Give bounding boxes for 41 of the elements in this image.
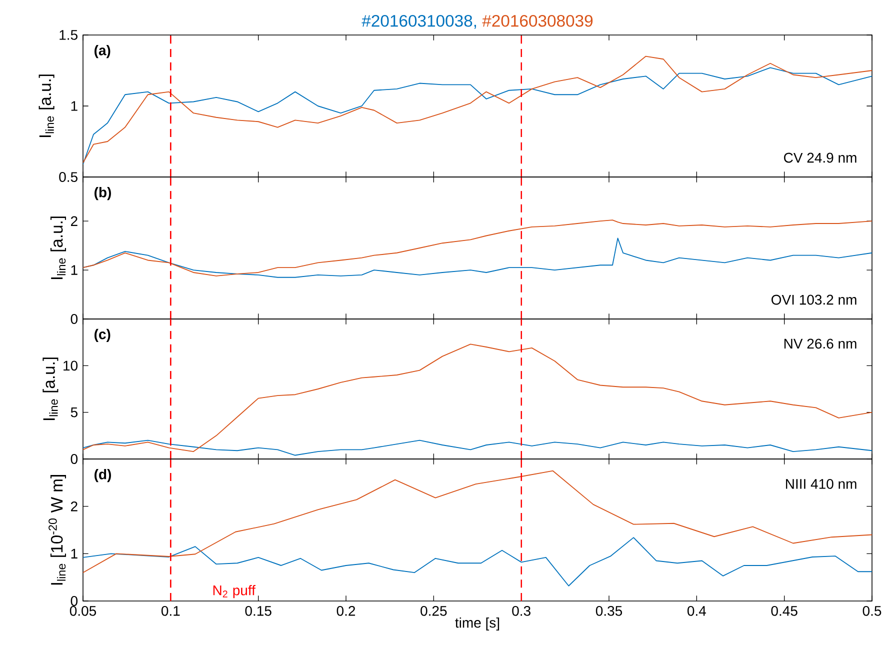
x-tick-label: 0.4	[687, 606, 706, 616]
x-tick-label: 0.25	[420, 606, 447, 616]
annotation: (c)	[94, 328, 110, 342]
annotation: OVI 103.2 nm	[772, 294, 856, 305]
x-tick-label: 0.45	[771, 606, 798, 616]
y-axis-title: I$_{line}$ [a.u.]	[42, 358, 58, 420]
y-tick-label: 0	[70, 314, 78, 324]
ref-line-label: N$_{2}$ puff	[213, 585, 256, 598]
y-axis-title: I$_{line}$ [10$^{-20}$ W m]	[48, 475, 66, 585]
y-tick-label: 5	[70, 407, 78, 418]
x-tick-label: 0.15	[245, 606, 272, 616]
annotation: (d)	[94, 469, 111, 482]
annotation: NV 26.6 nm	[784, 338, 856, 349]
y-tick-label: 1	[71, 548, 78, 558]
x-tick-label: 0.1	[161, 606, 180, 616]
y-tick-label: 2	[70, 216, 78, 226]
y-tick-label: 10	[64, 360, 78, 371]
line-series	[83, 537, 872, 586]
y-axis-title: I$_{line}$ [a.u.]	[38, 74, 54, 138]
line-series	[83, 220, 872, 276]
x-tick-label: 0.35	[596, 606, 622, 616]
y-tick-label: 0.5	[59, 172, 78, 182]
x-tick-label: 0.2	[336, 606, 356, 616]
y-tick-label: 0	[70, 596, 78, 606]
line-series	[83, 470, 872, 574]
text: #20160310038,	[362, 14, 476, 29]
y-tick-label: 1	[71, 265, 78, 275]
x-tick-label: 0.05	[70, 606, 96, 616]
y-tick-label: 1.5	[60, 30, 78, 40]
annotation: (b)	[94, 187, 111, 200]
y-axis-title: I$_{line}$ [a.u.]	[50, 216, 66, 280]
x-tick-label: 0.5	[862, 606, 882, 616]
x-tick-label: 0.3	[512, 606, 530, 616]
annotation: NIII 410 nm	[786, 478, 856, 489]
x-axis-title: time [s]	[455, 617, 500, 630]
y-tick-label: 1	[71, 101, 78, 111]
y-tick-label: 0	[70, 454, 78, 464]
annotation: CV 24.9 nm	[784, 152, 856, 163]
annotation: (a)	[94, 45, 110, 58]
y-tick-label: 2	[70, 501, 78, 512]
text: #20160308039	[482, 14, 593, 27]
